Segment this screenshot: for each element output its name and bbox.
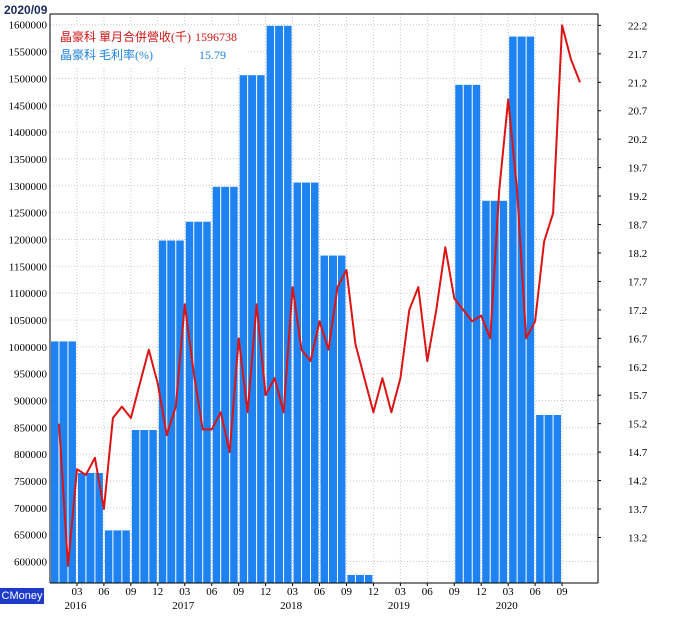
margin-line — [58, 24, 581, 567]
y-right-tick-label: 22.2 — [628, 20, 647, 32]
period-label: 2020/09 — [4, 3, 48, 17]
revenue-bar — [212, 186, 238, 583]
x-year-label: 2019 — [388, 600, 411, 612]
y-left-tick-label: 1200000 — [9, 234, 48, 246]
x-tick-label: 12 — [368, 586, 379, 598]
x-tick-label: 06 — [98, 586, 110, 598]
margin-line-layer — [58, 24, 581, 567]
revenue-bar — [266, 25, 292, 583]
y-right-tick-label: 17.7 — [628, 276, 648, 288]
x-tick-label: 06 — [206, 586, 218, 598]
x-tick-label: 09 — [557, 586, 569, 598]
legend-margin: 晶豪科 毛利率(%) 15.79 — [60, 46, 241, 64]
y-left-tick-label: 1250000 — [9, 208, 48, 220]
y-left-tick-label: 700000 — [14, 503, 48, 515]
y-right-tick-label: 13.2 — [628, 532, 647, 544]
y-left-tick-label: 1350000 — [9, 154, 48, 166]
revenue-bar — [347, 574, 373, 583]
legend-margin-name: 晶豪科 毛利率(%) — [60, 48, 153, 62]
x-tick-label: 03 — [395, 586, 407, 598]
y-right-tick-label: 19.7 — [628, 163, 648, 175]
revenue-bar — [509, 36, 535, 583]
x-year-label: 2016 — [64, 600, 87, 612]
y-right-tick-label: 20.2 — [628, 134, 647, 146]
x-tick-label: 09 — [449, 586, 461, 598]
revenue-bar — [77, 472, 103, 583]
y-right-tick-label: 16.2 — [628, 362, 647, 374]
x-tick-label: 03 — [287, 586, 299, 598]
x-tick-label: 03 — [179, 586, 191, 598]
y-right-tick-label: 17.2 — [628, 305, 647, 317]
y-right-tick-label: 20.7 — [628, 106, 648, 118]
y-left-tick-label: 1600000 — [9, 20, 48, 32]
y-left-tick-label: 650000 — [14, 530, 48, 542]
y-left-tick-label: 1300000 — [9, 181, 48, 193]
y-left-tick-label: 1150000 — [9, 261, 48, 273]
revenue-bar — [131, 430, 157, 583]
y-left-tick-label: 950000 — [14, 369, 48, 381]
revenue-bar — [51, 341, 76, 583]
revenue-bars — [51, 25, 562, 598]
y-right-tick-label: 19.2 — [628, 191, 647, 203]
y-left-tick-label: 1100000 — [9, 288, 48, 300]
x-tick-label: 03 — [71, 586, 83, 598]
y-right-tick-label: 13.7 — [628, 504, 648, 516]
y-left-tick-label: 750000 — [14, 476, 48, 488]
revenue-bar — [104, 530, 130, 583]
legend-revenue: 晶豪科 單月合併營收(千) 1596738 — [60, 28, 241, 46]
y-left-tick-label: 600000 — [14, 557, 48, 569]
legend-margin-value: 15.79 — [199, 48, 226, 62]
x-year-label: 2020 — [496, 600, 519, 612]
x-tick-label: 06 — [314, 586, 326, 598]
revenue-bar — [293, 182, 319, 583]
x-tick-label: 12 — [260, 586, 271, 598]
y-right-tick-label: 18.7 — [628, 220, 648, 232]
revenue-bar — [239, 75, 265, 583]
y-left-tick-label: 900000 — [14, 395, 48, 407]
y-right-tick-label: 14.2 — [628, 476, 647, 488]
x-year-label: 2018 — [280, 600, 303, 612]
y-left-tick-label: 1500000 — [9, 73, 48, 85]
y-left-tick-label: 1550000 — [9, 47, 48, 59]
y-left-tick-label: 1400000 — [9, 127, 48, 139]
x-tick-label: 09 — [125, 586, 137, 598]
revenue-bar — [320, 255, 346, 583]
y-left-tick-label: 1450000 — [9, 100, 48, 112]
legend-revenue-name: 晶豪科 單月合併營收(千) — [60, 30, 191, 44]
x-tick-label: 12 — [476, 586, 487, 598]
x-tick-label: 03 — [503, 586, 515, 598]
cmoney-watermark: CMoney — [0, 588, 44, 604]
axes: 600000 650000 700000 750000 800000 850000 9000… — [9, 13, 648, 612]
y-right-tick-label: 15.2 — [628, 419, 647, 431]
y-left-tick-label: 1000000 — [9, 342, 48, 354]
y-right-tick-label: 21.7 — [628, 49, 648, 61]
y-right-tick-label: 21.2 — [628, 77, 647, 89]
x-tick-label: 06 — [530, 586, 542, 598]
legend-revenue-value: 1596738 — [195, 30, 237, 44]
legend: 晶豪科 單月合併營收(千) 1596738 晶豪科 毛利率(%) 15.79 — [55, 26, 247, 67]
y-right-tick-label: 16.7 — [628, 333, 648, 345]
y-left-tick-label: 850000 — [14, 422, 48, 434]
y-left-tick-label: 1050000 — [9, 315, 48, 327]
x-tick-label: 09 — [341, 586, 353, 598]
x-tick-label: 12 — [152, 586, 163, 598]
revenue-bar — [455, 84, 481, 584]
x-tick-label: 09 — [233, 586, 245, 598]
revenue-bar — [536, 414, 562, 583]
x-tick-label: 06 — [422, 586, 434, 598]
y-left-tick-label: 800000 — [14, 449, 48, 461]
x-year-label: 2017 — [172, 600, 195, 612]
y-right-tick-label: 18.2 — [628, 248, 647, 260]
y-right-tick-label: 14.7 — [628, 447, 648, 459]
y-right-tick-label: 15.7 — [628, 390, 648, 402]
